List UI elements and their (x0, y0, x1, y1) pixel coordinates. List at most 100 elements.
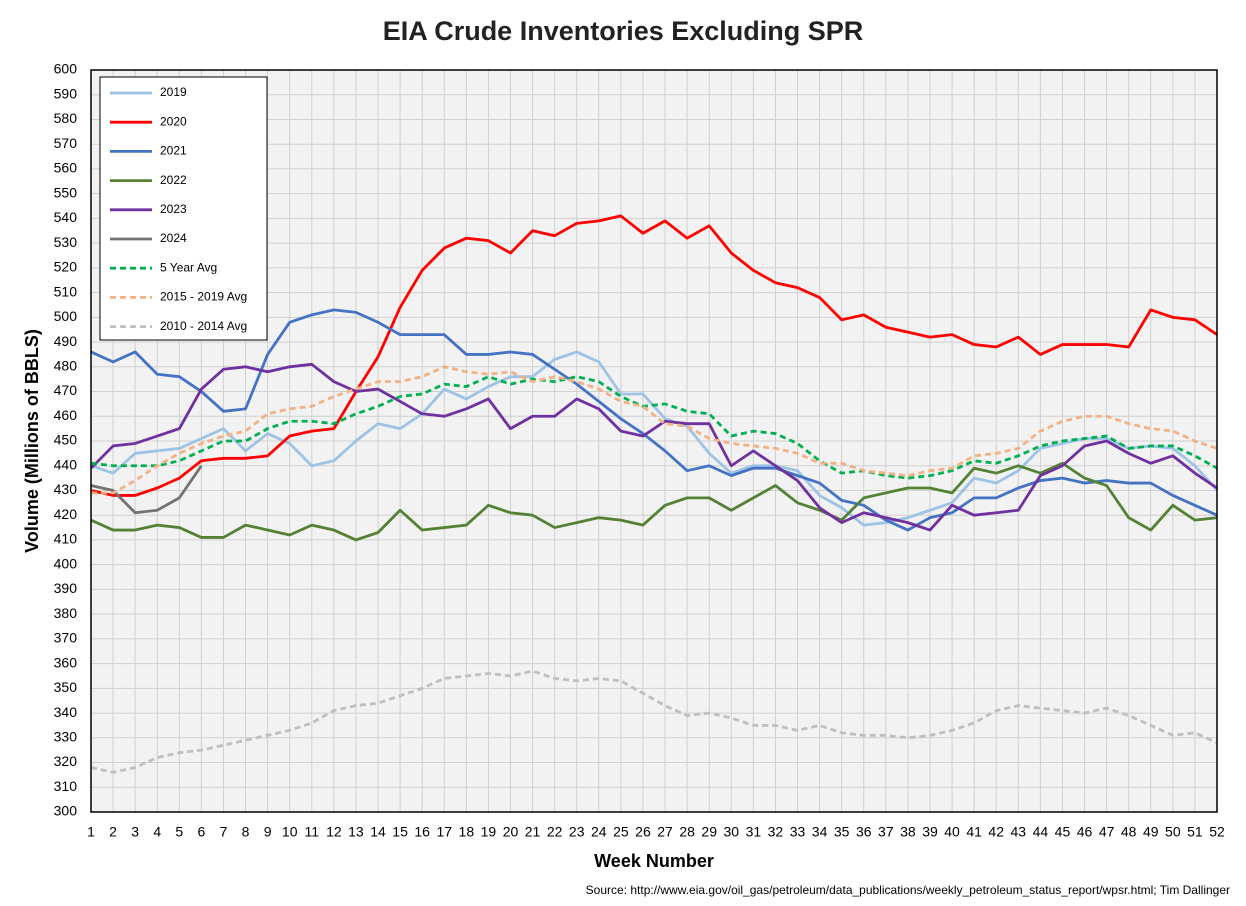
y-tick-label: 480 (54, 358, 78, 374)
x-tick-label: 51 (1187, 824, 1203, 840)
x-tick-label: 3 (131, 824, 139, 840)
x-tick-label: 11 (305, 824, 320, 840)
series-line (91, 365, 1218, 495)
x-tick-label: 48 (1121, 824, 1137, 840)
y-tick-label: 560 (54, 160, 78, 176)
x-tick-label: 29 (701, 824, 717, 840)
x-tick-label: 12 (326, 824, 342, 840)
y-tick-label: 320 (54, 753, 78, 769)
legend-label: 2020 (160, 114, 187, 128)
x-tick-label: 20 (503, 824, 519, 840)
x-tick-label: 9 (264, 824, 272, 840)
x-tick-label: 8 (242, 824, 250, 840)
x-tick-label: 30 (723, 824, 739, 840)
legend-label: 2010 - 2014 Avg (160, 319, 247, 333)
x-tick-label: 18 (459, 824, 475, 840)
y-tick-label: 540 (54, 209, 78, 225)
legend-label: 2015 - 2019 Avg (160, 290, 247, 304)
y-tick-label: 300 (54, 803, 78, 819)
y-tick-label: 410 (54, 531, 78, 547)
x-tick-label: 24 (591, 824, 607, 840)
legend-label: 2022 (160, 173, 187, 187)
legend-label: 2019 (160, 85, 187, 99)
series-line (90, 308, 1218, 532)
y-tick-label: 570 (54, 135, 78, 151)
x-tick-label: 15 (392, 824, 408, 840)
y-tick-label: 430 (54, 481, 78, 497)
series-line (90, 464, 203, 515)
x-tick-label: 21 (525, 824, 541, 840)
y-tick-label: 380 (54, 605, 78, 621)
x-tick-label: 28 (679, 824, 695, 840)
x-tick-label: 26 (635, 824, 651, 840)
y-tick-label: 310 (54, 778, 78, 794)
plot-frame (90, 69, 1218, 813)
x-tick-label: 10 (282, 824, 298, 840)
y-tick-label: 470 (54, 382, 78, 398)
x-tick-label: 41 (966, 824, 982, 840)
x-tick-label: 25 (613, 824, 629, 840)
x-tick-label: 43 (1011, 824, 1027, 840)
x-tick-label: 40 (944, 824, 960, 840)
series-line (90, 461, 1218, 542)
y-tick-label: 400 (54, 555, 78, 571)
x-tick-label: 32 (768, 824, 784, 840)
x-tick-label: 5 (175, 824, 183, 840)
x-tick-label: 31 (746, 824, 762, 840)
x-tick-label: 34 (812, 824, 828, 840)
y-tick-label: 330 (54, 729, 78, 745)
series-line (90, 669, 1218, 774)
x-tick-label: 16 (414, 824, 430, 840)
x-tick-label: 19 (481, 824, 497, 840)
x-tick-label: 36 (856, 824, 872, 840)
y-tick-label: 460 (54, 407, 78, 423)
y-tick-label: 490 (54, 333, 78, 349)
y-tick-label: 600 (54, 61, 78, 77)
x-tick-label: 27 (657, 824, 673, 840)
y-tick-label: 360 (54, 654, 78, 670)
x-tick-label: 39 (922, 824, 938, 840)
y-tick-label: 510 (54, 283, 78, 299)
y-tick-label: 440 (54, 456, 78, 472)
y-tick-label: 370 (54, 630, 78, 646)
y-tick-label: 350 (54, 679, 78, 695)
x-tick-label: 7 (220, 824, 228, 840)
x-tick-label: 13 (348, 824, 364, 840)
y-tick-label: 530 (54, 234, 78, 250)
x-tick-label: 52 (1209, 824, 1225, 840)
x-tick-label: 33 (790, 824, 806, 840)
series-line (90, 214, 1218, 497)
y-tick-label: 420 (54, 506, 78, 522)
x-tick-label: 42 (988, 824, 1004, 840)
x-tick-label: 45 (1055, 824, 1071, 840)
x-tick-label: 38 (900, 824, 916, 840)
y-tick-label: 580 (54, 110, 78, 126)
x-tick-label: 49 (1143, 824, 1159, 840)
y-axis-title: Volume (Millions of BBLS) (22, 329, 42, 553)
source-note: Source: http://www.eia.gov/oil_gas/petro… (586, 883, 1230, 897)
chart-title: EIA Crude Inventories Excluding SPR (383, 16, 864, 46)
y-tick-label: 340 (54, 704, 78, 720)
x-axis-title: Week Number (594, 851, 714, 871)
x-tick-label: 4 (153, 824, 161, 840)
y-tick-label: 390 (54, 580, 78, 596)
x-tick-label: 37 (878, 824, 894, 840)
legend-label: 5 Year Avg (160, 260, 217, 274)
x-tick-label: 1 (87, 824, 95, 840)
x-tick-label: 14 (370, 824, 386, 840)
y-tick-label: 500 (54, 308, 78, 324)
x-tick-label: 35 (834, 824, 850, 840)
x-tick-label: 17 (436, 824, 452, 840)
x-tick-label: 23 (569, 824, 585, 840)
y-tick-label: 450 (54, 432, 78, 448)
series-line (90, 362, 1218, 532)
series-line (90, 375, 1218, 480)
x-tick-label: 46 (1077, 824, 1093, 840)
y-tick-label: 590 (54, 85, 78, 101)
x-tick-label: 6 (197, 824, 205, 840)
x-tick-label: 47 (1099, 824, 1115, 840)
y-tick-label: 550 (54, 184, 78, 200)
legend-label: 2024 (160, 231, 187, 245)
legend-label: 2021 (160, 144, 187, 158)
x-tick-label: 50 (1165, 824, 1181, 840)
